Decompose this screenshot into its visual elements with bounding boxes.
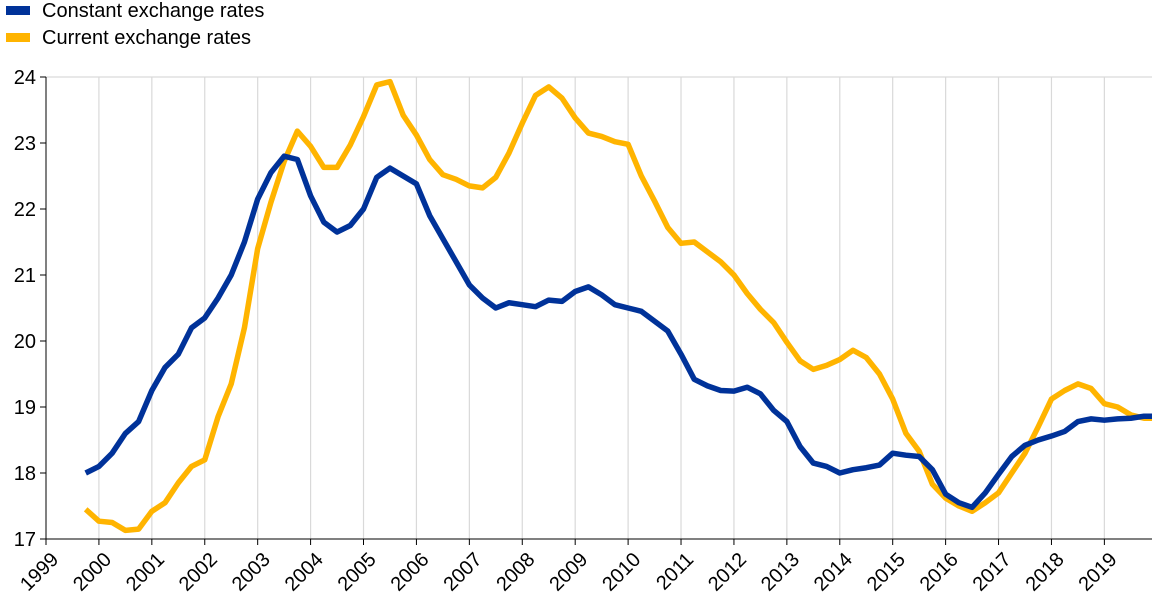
x-tick-label: 2016	[916, 549, 963, 596]
chart-series	[83, 78, 1152, 534]
y-tick-label: 19	[14, 397, 36, 419]
vertical-gridlines	[46, 76, 1152, 539]
x-tick-label: 2010	[598, 549, 645, 596]
x-tick-label: 2008	[492, 549, 539, 596]
x-tick-label: 2000	[69, 549, 116, 596]
y-tick-label: 20	[14, 331, 36, 353]
chart-axes	[40, 76, 1152, 545]
legend-swatch	[6, 33, 30, 42]
x-tick-label: 2006	[387, 549, 434, 596]
series-line-constant-exchange-rates	[84, 153, 1152, 511]
y-tick-label: 21	[14, 265, 36, 287]
x-tick-label: 1999	[16, 549, 63, 596]
y-tick-label: 18	[14, 463, 36, 485]
x-tick-label: 2019	[1074, 549, 1121, 596]
y-axis-tick-labels: 17 18 19 20 21 22 23 24	[14, 67, 36, 551]
legend-label: Current exchange rates	[42, 27, 251, 49]
legend-label: Constant exchange rates	[42, 0, 264, 22]
chart-legend: Constant exchange rates Current exchange …	[6, 0, 264, 49]
x-tick-label: 2002	[175, 549, 222, 596]
x-tick-label: 2001	[122, 549, 169, 596]
x-tick-label: 2005	[334, 549, 381, 596]
y-tick-label: 24	[14, 67, 36, 89]
x-tick-label: 2012	[704, 549, 751, 596]
x-tick-label: 2018	[1022, 549, 1069, 596]
x-tick-label: 2013	[757, 549, 804, 596]
x-tick-label: 2004	[281, 549, 328, 596]
series-line-current-exchange-rates	[83, 78, 1152, 534]
x-tick-label: 2007	[439, 549, 486, 596]
x-tick-label: 2003	[228, 549, 275, 596]
y-tick-label: 23	[14, 133, 36, 155]
x-tick-label: 2017	[969, 549, 1016, 596]
x-tick-label: 2015	[863, 549, 910, 596]
legend-swatch	[6, 6, 30, 15]
x-tick-label: 2011	[652, 549, 698, 595]
y-tick-label: 17	[14, 529, 36, 551]
x-tick-label: 2014	[810, 549, 857, 596]
x-axis-tick-labels: 1999 2000 2001 2002 2003 2004 2005 2006 2007 2008…	[16, 549, 1121, 596]
y-tick-label: 22	[14, 199, 36, 221]
x-tick-label: 2009	[545, 549, 592, 596]
